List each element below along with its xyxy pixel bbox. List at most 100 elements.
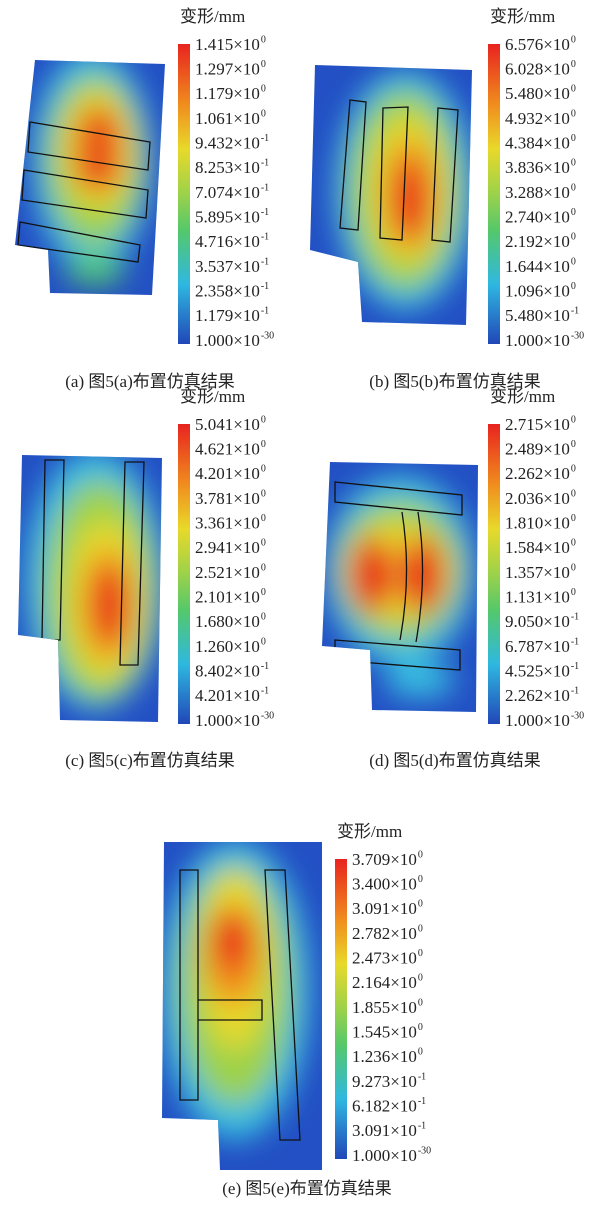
colorbar-label: 1.584×10 xyxy=(505,538,570,557)
colorbar-label: 1.236×10 xyxy=(352,1047,417,1066)
colorbar-exponent: 0 xyxy=(261,513,266,524)
colorbar-label: 3.537×10 xyxy=(195,257,260,276)
colorbar-exponent: -1 xyxy=(571,306,579,317)
colorbar-exponent: 0 xyxy=(418,1047,423,1058)
simulation-d xyxy=(315,455,485,720)
colorbar-exponent: 0 xyxy=(418,899,423,910)
colorbar-label: 3.400×10 xyxy=(352,875,417,894)
colorbar-exponent: -1 xyxy=(261,207,269,218)
colorbar-exponent: 0 xyxy=(261,34,266,45)
colorbar-exponent: 0 xyxy=(418,948,423,959)
colorbar-exponent: -1 xyxy=(261,256,269,267)
colorbar xyxy=(488,424,500,724)
colorbar-exponent: 0 xyxy=(261,538,266,549)
colorbar-label: 2.036×10 xyxy=(505,489,570,508)
colorbar-exponent: -1 xyxy=(261,158,269,169)
colorbar-label: 2.358×10 xyxy=(195,282,260,301)
colorbar-exponent: -1 xyxy=(418,1071,426,1082)
legend-title: 变形/mm xyxy=(180,7,245,26)
colorbar-exponent: 0 xyxy=(571,587,576,598)
colorbar-label: 8.253×10 xyxy=(195,158,260,177)
caption: (e) 图5(e)布置仿真结果 xyxy=(222,1179,392,1198)
colorbar-label: 1.061×10 xyxy=(195,109,260,128)
colorbar-exponent: 0 xyxy=(261,84,266,95)
colorbar-label: 6.028×10 xyxy=(505,60,570,79)
colorbar-exponent: 0 xyxy=(418,1022,423,1033)
colorbar-exponent: 0 xyxy=(261,562,266,573)
colorbar-label: 1.680×10 xyxy=(195,612,260,631)
colorbar-exponent: 0 xyxy=(261,414,266,425)
caption: (d) 图5(d)布置仿真结果 xyxy=(369,751,540,770)
colorbar-label: 1.000×10 xyxy=(195,711,260,730)
colorbar-exponent: -1 xyxy=(571,661,579,672)
simulation-a xyxy=(0,50,180,310)
colorbar-label: 1.000×10 xyxy=(505,331,570,350)
colorbar-label: 1.297×10 xyxy=(195,60,260,79)
colorbar-label: 3.361×10 xyxy=(195,514,260,533)
colorbar-label: 2.941×10 xyxy=(195,538,260,557)
colorbar-label: 1.357×10 xyxy=(505,563,570,582)
colorbar-exponent: -1 xyxy=(261,232,269,243)
colorbar xyxy=(488,44,500,344)
colorbar-exponent: -1 xyxy=(261,281,269,292)
colorbar-exponent: 0 xyxy=(418,849,423,860)
legend-title: 变形/mm xyxy=(490,387,555,406)
colorbar-exponent: -30 xyxy=(571,330,584,341)
colorbar-label: 5.480×10 xyxy=(505,84,570,103)
colorbar-exponent: 0 xyxy=(571,414,576,425)
legend-title: 变形/mm xyxy=(337,822,402,841)
colorbar-exponent: 0 xyxy=(261,587,266,598)
colorbar-exponent: -30 xyxy=(261,330,274,341)
colorbar xyxy=(178,44,190,344)
colorbar-label: 4.716×10 xyxy=(195,232,260,251)
colorbar-exponent: 0 xyxy=(571,207,576,218)
colorbar-label: 1.179×10 xyxy=(195,84,260,103)
colorbar-label: 1.810×10 xyxy=(505,514,570,533)
colorbar-label: 2.521×10 xyxy=(195,563,260,582)
colorbar-exponent: 0 xyxy=(261,636,266,647)
colorbar-label: 1.545×10 xyxy=(352,1023,417,1042)
colorbar-label: 1.415×10 xyxy=(195,35,260,54)
colorbar-label: 1.644×10 xyxy=(505,257,570,276)
colorbar-label: 1.131×10 xyxy=(505,588,570,607)
simulation-e xyxy=(155,835,330,1175)
colorbar-exponent: 0 xyxy=(418,973,423,984)
colorbar-label: 3.781×10 xyxy=(195,489,260,508)
colorbar-label: 3.091×10 xyxy=(352,1121,417,1140)
colorbar-label: 2.192×10 xyxy=(505,232,570,251)
colorbar-label: 9.432×10 xyxy=(195,134,260,153)
colorbar-label: 6.182×10 xyxy=(352,1097,417,1116)
colorbar-exponent: 0 xyxy=(571,59,576,70)
colorbar-exponent: 0 xyxy=(571,538,576,549)
colorbar-label: 9.273×10 xyxy=(352,1072,417,1091)
colorbar-exponent: -1 xyxy=(261,133,269,144)
colorbar-label: 5.895×10 xyxy=(195,208,260,227)
colorbar-label: 2.473×10 xyxy=(352,949,417,968)
colorbar-exponent: 0 xyxy=(571,256,576,267)
colorbar-label: 6.576×10 xyxy=(505,35,570,54)
colorbar-exponent: -30 xyxy=(418,1145,431,1156)
colorbar-exponent: -1 xyxy=(261,661,269,672)
colorbar-label: 3.288×10 xyxy=(505,183,570,202)
colorbar-label: 1.000×10 xyxy=(505,711,570,730)
colorbar-label: 2.164×10 xyxy=(352,973,417,992)
colorbar-label: 2.262×10 xyxy=(505,464,570,483)
colorbar-label: 2.740×10 xyxy=(505,208,570,227)
colorbar-label: 1.000×10 xyxy=(352,1146,417,1165)
colorbar xyxy=(335,859,347,1159)
colorbar-label: 5.041×10 xyxy=(195,415,260,434)
colorbar-exponent: -1 xyxy=(571,636,579,647)
colorbar-exponent: -1 xyxy=(571,686,579,697)
colorbar-exponent: 0 xyxy=(571,84,576,95)
colorbar-label: 3.709×10 xyxy=(352,850,417,869)
colorbar-exponent: 0 xyxy=(571,439,576,450)
colorbar-exponent: 0 xyxy=(261,464,266,475)
colorbar-label: 8.402×10 xyxy=(195,662,260,681)
colorbar-label: 3.836×10 xyxy=(505,158,570,177)
colorbar-label: 4.384×10 xyxy=(505,134,570,153)
colorbar-label: 3.091×10 xyxy=(352,899,417,918)
colorbar-label: 4.621×10 xyxy=(195,440,260,459)
colorbar-exponent: 0 xyxy=(571,232,576,243)
colorbar-exponent: 0 xyxy=(418,874,423,885)
colorbar-label: 1.096×10 xyxy=(505,282,570,301)
